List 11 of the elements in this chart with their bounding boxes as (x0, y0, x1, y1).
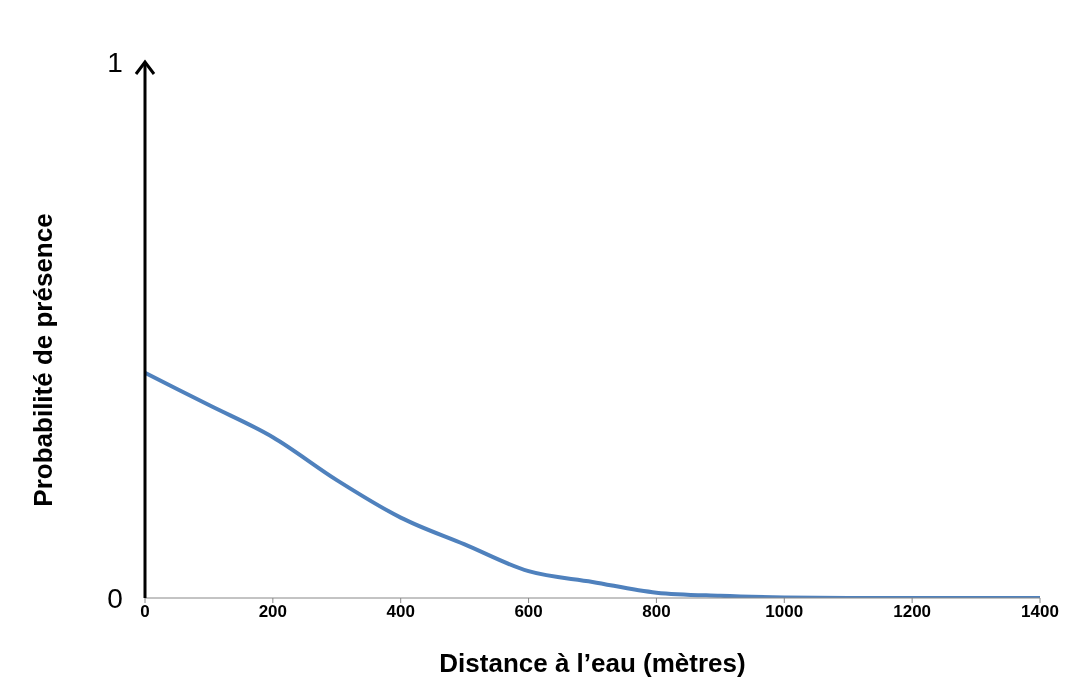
x-axis-title: Distance à l’eau (mètres) (439, 648, 746, 678)
x-tick-label: 600 (514, 602, 543, 622)
x-tick-label: 1000 (765, 602, 804, 622)
y-axis-title: Probabilité de présence (28, 213, 58, 507)
x-tick-label: 800 (642, 602, 671, 622)
x-tick-label: 1200 (893, 602, 932, 622)
x-tick-label: 0 (140, 602, 150, 622)
y-tick-label: 1 (107, 47, 123, 78)
x-tick-label: 400 (386, 602, 415, 622)
x-tick-label: 200 (258, 602, 288, 622)
x-tick-label: 1400 (1021, 602, 1059, 622)
